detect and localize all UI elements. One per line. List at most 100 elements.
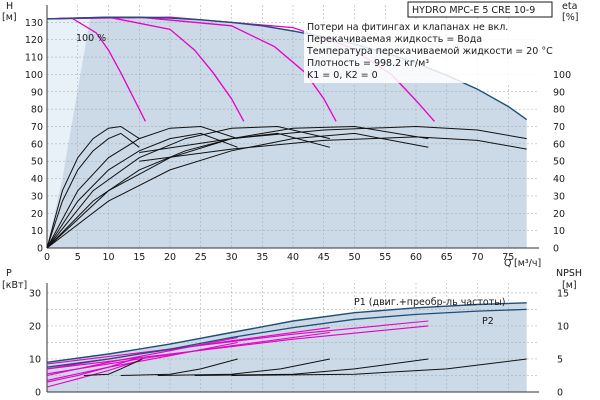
note-fittings: Потери на фитингах и клапанах не вкл. [307, 22, 508, 33]
top-x-tick-label: 50 [348, 252, 360, 263]
top-y-left-tick-label: 50 [31, 157, 43, 168]
top-ticks: 0102030405060708090100110120130010203040… [25, 18, 571, 263]
chart-title: HYDRO MPC-E 5 CRE 10-9 [412, 5, 535, 16]
top-x-tick-label: 25 [195, 252, 207, 263]
bottom-y-left-tick-label: 0 [35, 388, 41, 399]
note-liquid: Перекачиваемая жидкость = Вода [307, 34, 482, 45]
bottom-y-left-tick-label: 20 [29, 321, 41, 332]
bottom-y-right-label: NPSH [556, 268, 582, 279]
low-flow-area [47, 18, 91, 249]
npsh-curve [157, 358, 330, 376]
top-x-tick-label: 5 [75, 252, 81, 263]
efficiency-curve [46, 132, 429, 249]
top-y-left-tick-label: 80 [31, 105, 43, 116]
top-y-left-tick-label: 110 [25, 53, 43, 64]
p1-label: P1 (двиг.+преобр-ль частоты) [354, 297, 505, 308]
top-x-tick-label: 65 [441, 252, 453, 263]
notes-box [304, 19, 554, 83]
top-y-left-tick-label: 30 [31, 191, 43, 202]
efficiency-curve [46, 132, 140, 249]
top-y-left-tick-label: 90 [31, 87, 43, 98]
power-npsh-chart: 0 10 20 30 0 5 10 15 P [кВт] NPSH [м] P1 (двиг.… [2, 268, 582, 399]
power-area-fill [47, 302, 527, 392]
top-x-tick-label: 70 [471, 252, 483, 263]
top-x-tick-label: 35 [256, 252, 268, 263]
top-y-right-tick-label: 80 [553, 105, 565, 116]
top-y-left-tick-label: 20 [31, 209, 43, 220]
bottom-y-right-unit: [м] [562, 280, 577, 291]
top-y-right-tick-label: 40 [553, 174, 565, 185]
speed-label: 100 % [76, 33, 106, 44]
top-x-tick-label: 20 [164, 252, 176, 263]
efficiency-curve [139, 136, 527, 162]
top-x-tick-label: 45 [318, 252, 330, 263]
top-y-right-tick-label: 70 [553, 122, 565, 133]
efficiency-curve [46, 125, 331, 249]
bottom-y-left-label: P [6, 268, 12, 279]
bottom-y-right-tick-label: 10 [557, 321, 569, 332]
top-y-right-tick-label: 10 [553, 226, 565, 237]
top-y-right-tick-label: 100 [553, 70, 571, 81]
top-x-tick-label: 55 [379, 252, 391, 263]
top-y-left-tick-label: 70 [31, 122, 43, 133]
bottom-curves [46, 302, 527, 388]
top-y-left-unit: [м] [2, 12, 17, 23]
top-y-left-tick-label: 100 [25, 70, 43, 81]
top-y-right-tick-label: 50 [553, 157, 565, 168]
efficiency-curve [46, 125, 140, 249]
top-y-right-tick-label: 90 [553, 87, 565, 98]
top-x-tick-label: 10 [102, 252, 114, 263]
top-x-tick-label: 30 [225, 252, 237, 263]
top-y-left-tick-label: 10 [31, 226, 43, 237]
note-density: Плотность = 998.2 кг/м³ [307, 58, 429, 69]
power-setpoint-curve [46, 356, 140, 383]
bottom-ticks: 0 10 20 30 0 5 10 15 [29, 288, 569, 398]
power-setpoint-curve [46, 341, 238, 381]
efficiency-curve [46, 132, 331, 249]
bottom-y-left-tick-label: 30 [29, 288, 41, 299]
npsh-curve [231, 358, 527, 376]
top-y-right-unit: [%] [562, 12, 578, 23]
top-y-right-tick-label: 0 [553, 244, 559, 255]
note-temperature: Температура перекачиваемой жидкости = 20… [306, 46, 553, 57]
efficiency-curve [46, 132, 238, 249]
top-x-tick-label: 0 [44, 252, 50, 263]
efficiency-curve [139, 125, 527, 153]
top-y-right-label: eta [562, 1, 577, 12]
x-axis-unit: [м³/ч] [514, 258, 541, 269]
power-setpoint-curve [46, 325, 429, 370]
top-y-left-tick-label: 60 [31, 139, 43, 150]
title-box [407, 1, 553, 18]
x-axis-label: Q [504, 258, 511, 269]
top-y-right-tick-label: 60 [553, 139, 565, 150]
top-y-left-tick-label: 0 [37, 244, 43, 255]
top-y-left-tick-label: 120 [25, 35, 43, 46]
note-coefficients: K1 = 0, K2 = 0 [307, 70, 378, 81]
head-efficiency-chart: 0102030405060708090100110120130010203040… [2, 1, 578, 269]
top-x-tick-label: 60 [410, 252, 422, 263]
top-x-tick-label: 75 [502, 252, 514, 263]
p1-curve [46, 302, 527, 363]
bottom-y-right-tick-label: 5 [557, 354, 563, 365]
top-y-right-tick-label: 20 [553, 209, 565, 220]
npsh-curve [194, 358, 429, 376]
power-setpoint-curve [46, 320, 429, 365]
top-x-tick-label: 40 [287, 252, 299, 263]
p2-label: P2 [482, 316, 494, 327]
npsh-curve [120, 358, 238, 376]
p2-curve [46, 308, 527, 368]
efficiency-curve [46, 125, 238, 249]
top-y-right-tick-label: 30 [553, 191, 565, 202]
top-y-left-tick-label: 130 [25, 18, 43, 29]
npsh-curve [83, 358, 143, 376]
top-y-left-tick-label: 40 [31, 174, 43, 185]
bottom-y-right-tick-label: 0 [557, 388, 563, 399]
bottom-y-left-unit: [кВт] [2, 280, 27, 291]
bottom-y-left-tick-label: 10 [29, 354, 41, 365]
top-y-left-label: H [6, 1, 13, 12]
top-curves [46, 16, 528, 249]
power-area [47, 302, 527, 392]
bottom-y-right-tick-label: 15 [557, 288, 569, 299]
top-x-tick-label: 15 [133, 252, 145, 263]
